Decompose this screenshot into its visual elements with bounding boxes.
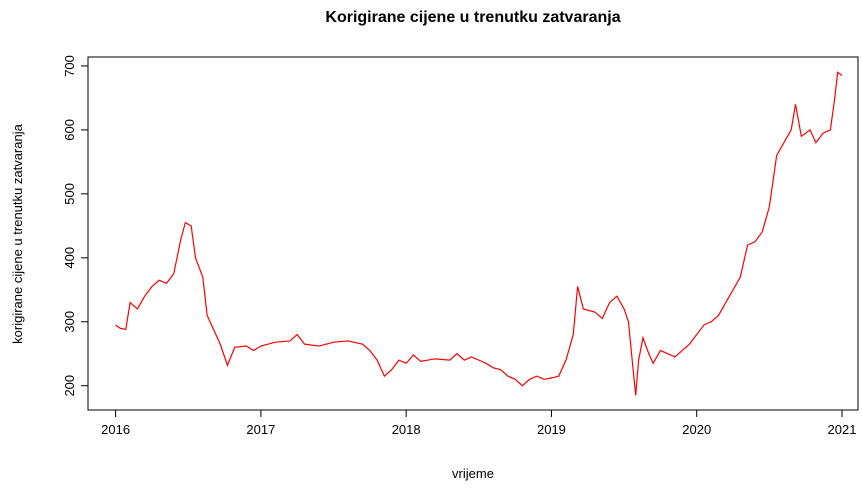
y-tick-label: 600 xyxy=(62,119,77,141)
y-axis-label: korigirane cijene u trenutku zatvaranja xyxy=(10,123,25,343)
price-line xyxy=(115,71,843,396)
x-axis-label: vrijeme xyxy=(452,466,494,481)
x-tick-label: 2016 xyxy=(101,422,130,437)
x-tick-label: 2018 xyxy=(392,422,421,437)
chart-title: Korigirane cijene u trenutku zatvaranja xyxy=(325,9,620,26)
x-tick-label: 2021 xyxy=(828,422,857,437)
x-tick-label: 2017 xyxy=(246,422,275,437)
plot-box xyxy=(87,56,859,411)
y-tick-label: 500 xyxy=(62,183,77,205)
y-tick-label: 300 xyxy=(62,311,77,333)
y-tick-label: 400 xyxy=(62,247,77,269)
x-tick-label: 2020 xyxy=(682,422,711,437)
y-tick-label: 700 xyxy=(62,55,77,77)
y-tick-label: 200 xyxy=(62,375,77,397)
x-tick-label: 2019 xyxy=(537,422,566,437)
